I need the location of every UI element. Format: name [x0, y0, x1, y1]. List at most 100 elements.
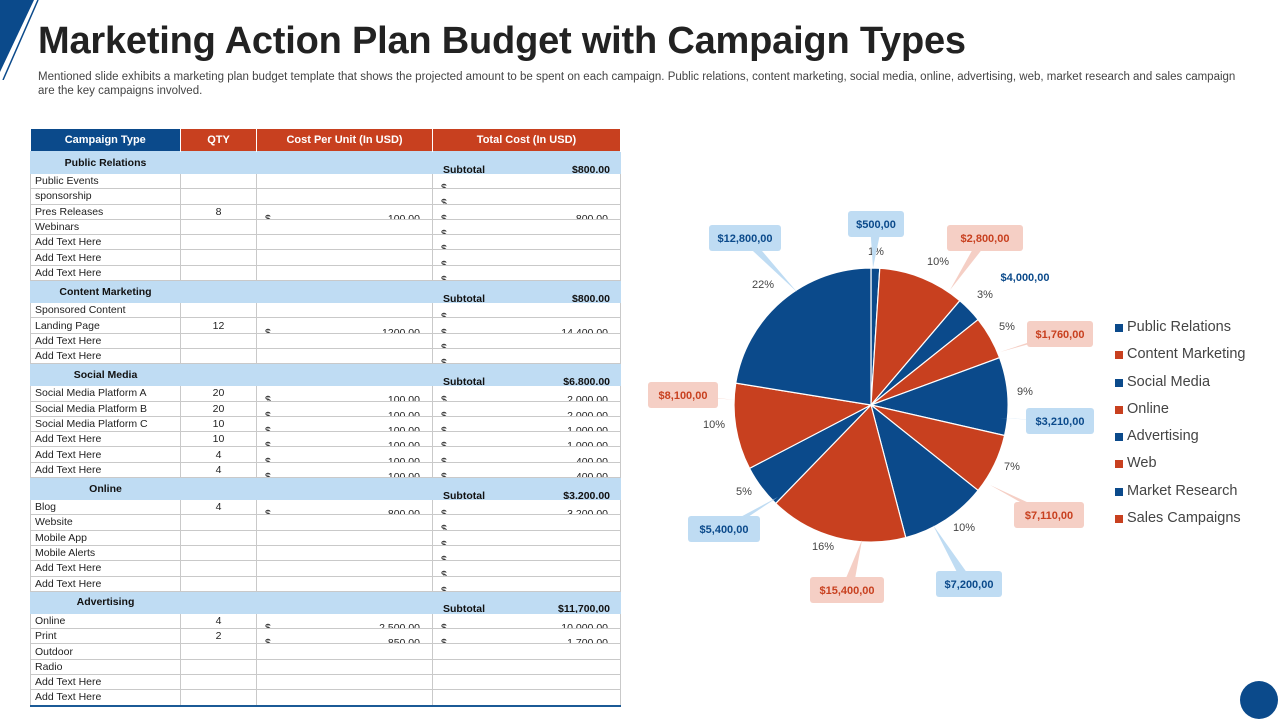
pie-slice [733, 382, 873, 470]
currency-symbol: $ [441, 538, 447, 546]
cost-value: 100,00 [387, 409, 420, 417]
section-name: Public Relations [30, 151, 181, 174]
legend-label: Market Research [1127, 482, 1238, 499]
table-row: Add Text Here $ [30, 264, 621, 282]
cell-cost: $800.00 [256, 499, 433, 516]
legend-label: Online [1127, 400, 1169, 417]
table-row: Online 4 $2,500,00 $10,000,00 [30, 612, 621, 630]
table-row: Mobile App $ [30, 529, 621, 546]
legend-label: Web [1127, 455, 1157, 472]
legend-swatch [1115, 324, 1123, 332]
currency-symbol: $ [265, 637, 271, 644]
currency-symbol: $ [441, 569, 447, 577]
legend-swatch [1115, 351, 1123, 360]
table-row: Add Text Here 4 $100,00 $400,00 [30, 461, 621, 479]
legend-label: Sales Campaigns [1127, 510, 1241, 527]
currency-symbol: $ [441, 425, 447, 432]
callout-tail [933, 525, 975, 584]
subtotal-label: Subtotal [443, 489, 485, 500]
currency-symbol: $ [441, 455, 447, 463]
cost-value: 100,00 [387, 394, 420, 402]
pie-percent-label: 10% [927, 256, 949, 268]
currency-symbol: $ [265, 409, 271, 417]
currency-symbol: $ [265, 470, 271, 478]
table-header-row: Campaign Type QTY Cost Per Unit (In USD)… [30, 129, 621, 152]
callout-box [709, 225, 781, 251]
cell-total: $ [432, 347, 621, 365]
section-subtotal: Subtotal $3,200,00 [432, 477, 621, 501]
cell-item: Add Text Here [30, 461, 181, 479]
subtotal-label: Subtotal [443, 292, 485, 303]
legend-label: Social Media [1127, 373, 1211, 390]
total-value: 400,00 [575, 470, 608, 478]
currency-symbol: $ [265, 508, 271, 515]
cost-value: 100,00 [387, 425, 420, 432]
pie-value-callout: $7,110,00 [990, 485, 1084, 528]
pie-percent-label: 9% [1017, 386, 1033, 398]
currency-symbol: $ [265, 455, 271, 463]
cell-total: $ [432, 575, 621, 592]
currency-symbol: $ [265, 326, 271, 334]
currency-symbol: $ [441, 621, 447, 629]
total-value: 800,00 [575, 212, 608, 220]
cell-total [432, 689, 621, 707]
currency-symbol: $ [265, 425, 271, 432]
currency-symbol: $ [441, 341, 447, 349]
subtotal-value: $6,800,00 [563, 375, 610, 386]
legend-item: Market Research [1115, 483, 1245, 510]
header-total-cost: Total Cost (In USD) [432, 129, 621, 152]
cost-value: 800.00 [387, 508, 420, 515]
legend-swatch [1115, 487, 1123, 496]
table-row: Add Text Here [30, 674, 621, 691]
subtotal-value: $3,200,00 [563, 489, 610, 500]
currency-symbol: $ [265, 394, 271, 402]
pie-slice [868, 356, 1009, 437]
cost-value: 2,500,00 [379, 621, 420, 629]
total-value: 1,000,00 [567, 425, 608, 432]
currency-symbol: $ [441, 326, 447, 334]
table-row: Social Media Platform A 20 $100,00 $2,000,0… [30, 385, 621, 402]
header-cost-per-unit: Cost Per Unit (In USD) [256, 129, 433, 152]
cell-total: $ [432, 264, 621, 282]
table-row: Blog 4 $800.00 $3,200,00 [30, 499, 621, 516]
pie-value-label: $5,400,00 [700, 524, 749, 536]
cost-value: 100,00 [387, 455, 420, 463]
section-row: Online Subtotal $3,200,00 [30, 477, 621, 501]
cell-item: Blog [30, 499, 181, 516]
callout-box [648, 382, 718, 408]
legend-item: Sales Campaigns [1115, 510, 1245, 537]
pie-slice [774, 403, 907, 543]
callout-box [810, 577, 884, 603]
callout-box [1026, 408, 1094, 434]
pie-percent-label: 3% [977, 289, 993, 301]
table-row: Social Media Platform B 20 $100,00 $2,000,0… [30, 400, 621, 417]
subtotal-label: Subtotal [443, 163, 485, 174]
currency-symbol: $ [441, 258, 447, 266]
cell-total [432, 674, 621, 691]
corner-stripe-decoration [0, 0, 39, 80]
page-title: Marketing Action Plan Budget with Campai… [38, 20, 966, 62]
currency-symbol: $ [441, 470, 447, 478]
callout-box [947, 225, 1023, 251]
pie-percent-label: 16% [812, 541, 834, 553]
section-row: Social Media Subtotal $6,800,00 [30, 363, 621, 387]
subtotal-label: Subtotal [443, 375, 485, 386]
total-value: 2,000,00 [567, 394, 608, 402]
legend-item: Online [1115, 401, 1245, 428]
table-row: Add Text Here $ [30, 332, 621, 349]
cell-total: $1,700,00 [432, 628, 621, 645]
legend-swatch [1115, 460, 1123, 469]
table-row: Add Text Here $ [30, 575, 621, 592]
total-value: 10,000,00 [561, 621, 608, 629]
total-value: 14,400,00 [561, 326, 608, 334]
currency-symbol: $ [265, 621, 271, 629]
pie-percent-label: 22% [752, 279, 774, 291]
table-row: Outdoor [30, 643, 621, 660]
legend-swatch [1115, 433, 1123, 442]
pie-percent-label: 10% [953, 522, 975, 534]
currency-symbol: $ [441, 228, 447, 235]
budget-table: Campaign Type QTY Cost Per Unit (In USD)… [30, 129, 621, 707]
pie-value-callout: $12,800,00 [709, 225, 797, 292]
table-row: Radio [30, 658, 621, 676]
section-subtotal: Subtotal $800,00 [432, 151, 621, 174]
